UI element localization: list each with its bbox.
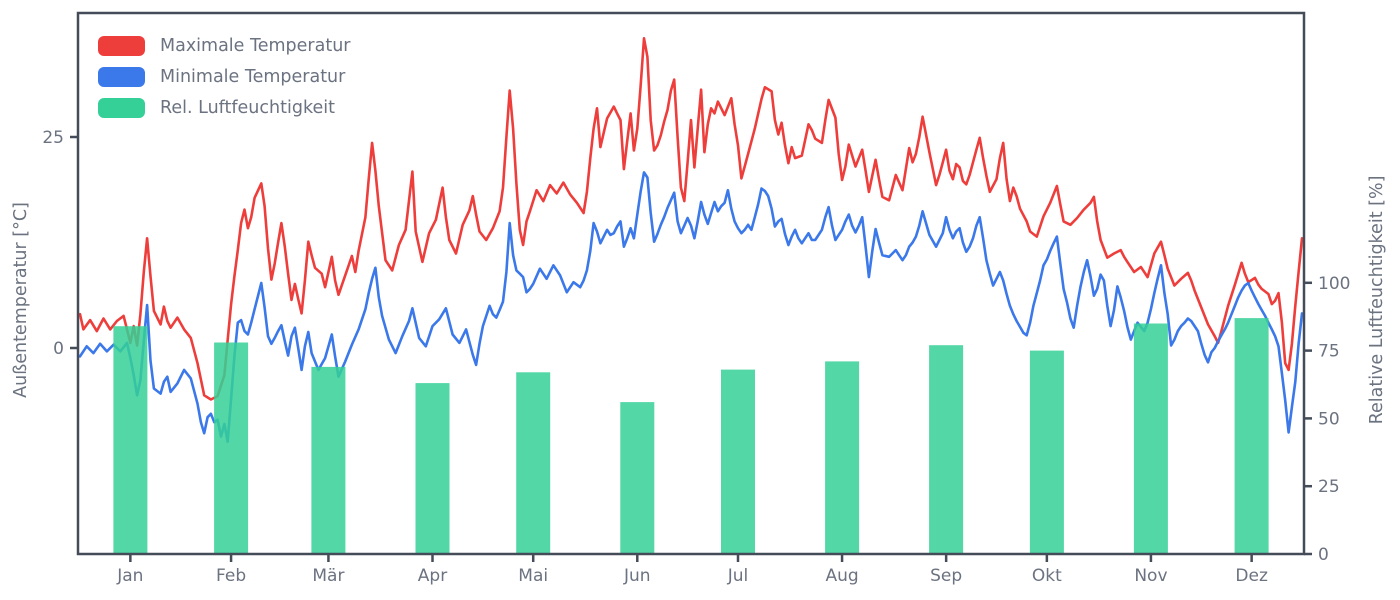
x-tick-label-Jul: Jul (727, 566, 749, 586)
humidity-bar-Okt (1029, 350, 1064, 554)
x-tick-label-Aug: Aug (825, 566, 858, 586)
right-tick-label-50: 50 (1318, 409, 1340, 429)
right-tick-label-100: 100 (1318, 274, 1350, 294)
humidity-bar-Jul (721, 369, 755, 554)
legend-label-humidity: Rel. Luftfeuchtigkeit (160, 98, 335, 118)
humidity-bar-Apr (415, 383, 450, 554)
x-tick-label-Mär: Mär (312, 566, 344, 586)
right-y-axis-label: Relative Luftfeuchtigkeit [%] (1367, 175, 1387, 425)
x-tick-label-Nov: Nov (1134, 566, 1167, 586)
temperature-lines-layer (78, 36, 1304, 444)
humidity-swatch-icon (98, 98, 145, 118)
humidity-bar-Mai (516, 372, 551, 554)
legend-item-humidity: Rel. Luftfeuchtigkeit (98, 98, 350, 118)
humidity-bar-Aug (825, 361, 860, 554)
max-temp-line (78, 36, 1304, 401)
humidity-bar-Dez (1234, 318, 1269, 554)
x-tick-label-Jan: Jan (116, 566, 143, 586)
humidity-bar-Nov (1133, 323, 1168, 554)
left-y-axis-label: Außentemperatur [°C] (11, 202, 31, 398)
humidity-bar-Jan (113, 326, 148, 554)
legend-label-max-temp: Maximale Temperatur (160, 36, 351, 56)
axes-layer: 0 25 0 25 50 75 100 Jan Feb Mär Apr Mai Jun Jul Aug Sep… (42, 11, 1350, 586)
humidity-bar-Feb (214, 342, 249, 554)
left-tick-label-25: 25 (42, 128, 64, 148)
legend-label-min-temp: Minimale Temperatur (160, 67, 346, 87)
humidity-bar-Mär (311, 366, 346, 554)
max-temp-swatch-icon (98, 36, 145, 56)
legend: Maximale Temperatur Minimale Temperatur … (98, 36, 350, 118)
x-tick-label-Mai: Mai (518, 566, 548, 586)
legend-item-max-temp: Maximale Temperatur (98, 36, 350, 56)
right-tick-label-25: 25 (1318, 477, 1340, 497)
right-tick-label-75: 75 (1318, 342, 1340, 362)
humidity-bars-layer (113, 318, 1269, 554)
min-temp-swatch-icon (98, 67, 145, 87)
humidity-bar-Jun (620, 402, 655, 554)
min-temp-line (78, 171, 1304, 444)
x-tick-label-Feb: Feb (216, 566, 246, 586)
legend-item-min-temp: Minimale Temperatur (98, 67, 350, 87)
right-tick-label-0: 0 (1318, 545, 1329, 565)
x-tick-label-Jun: Jun (623, 566, 651, 586)
humidity-bar-Sep (929, 345, 964, 554)
left-tick-label-0: 0 (53, 339, 64, 359)
x-tick-label-Apr: Apr (418, 566, 447, 586)
x-tick-label-Okt: Okt (1032, 566, 1062, 586)
x-tick-label-Sep: Sep (930, 566, 962, 586)
x-tick-label-Dez: Dez (1235, 566, 1268, 586)
